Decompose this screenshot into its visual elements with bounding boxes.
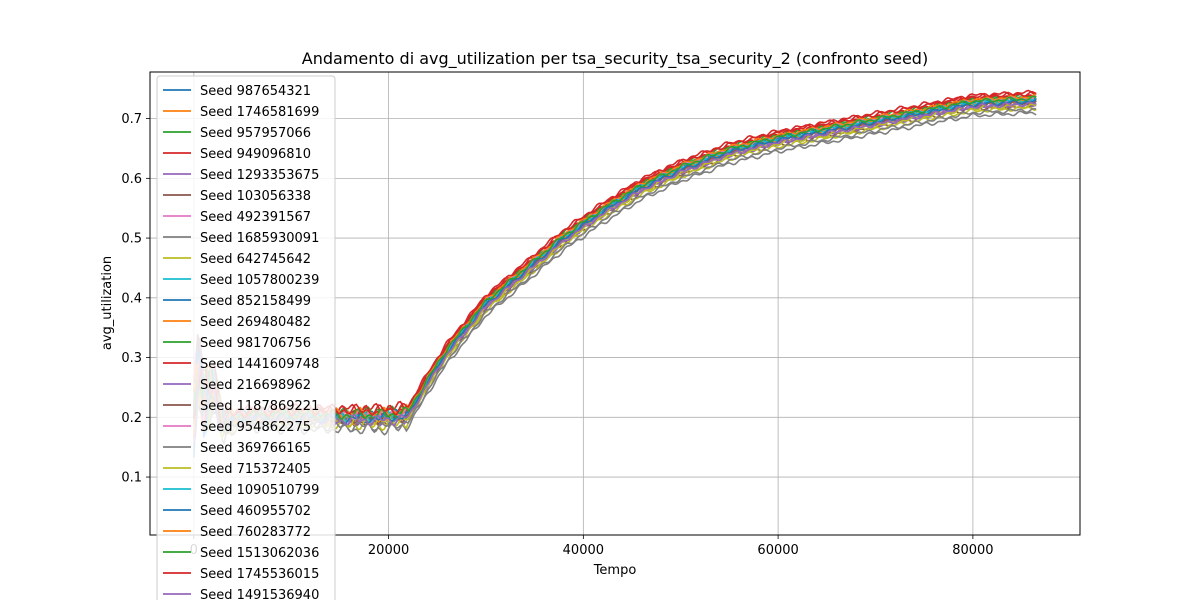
legend-label: Seed 1745536015 <box>200 567 319 582</box>
legend-label: Seed 987654321 <box>200 84 311 99</box>
legend-label: Seed 1090510799 <box>200 483 319 498</box>
y-tick-label: 0.3 <box>121 351 142 366</box>
legend-label: Seed 981706756 <box>200 336 311 351</box>
legend-label: Seed 460955702 <box>200 504 311 519</box>
legend-label: Seed 216698962 <box>200 378 311 393</box>
legend-box <box>156 75 336 600</box>
legend-label: Seed 1746581699 <box>200 105 319 120</box>
plot-frame <box>149 71 1081 536</box>
legend-label: Seed 957957066 <box>200 126 311 141</box>
legend-label: Seed 269480482 <box>200 315 311 330</box>
legend-label: Seed 1491536940 <box>200 588 319 600</box>
legend-label: Seed 852158499 <box>200 294 311 309</box>
x-tick-label: 40000 <box>563 543 604 558</box>
y-tick-label: 0.7 <box>121 112 142 127</box>
y-tick-label: 0.5 <box>121 232 142 247</box>
legend-label: Seed 715372405 <box>200 462 311 477</box>
legend-label: Seed 1293353675 <box>200 168 319 183</box>
legend-label: Seed 492391567 <box>200 210 311 225</box>
x-tick-label: 20000 <box>368 543 409 558</box>
y-axis-ticks: 0.1 0.2 0.3 0.4 0.5 0.6 0.7 <box>121 112 150 486</box>
x-tick-label: 60000 <box>757 543 798 558</box>
legend-label: Seed 760283772 <box>200 525 311 540</box>
legend-label: Seed 1441609748 <box>200 357 319 372</box>
legend-label: Seed 1685930091 <box>200 231 319 246</box>
legend-label: Seed 954862275 <box>200 420 311 435</box>
legend-label: Seed 103056338 <box>200 189 311 204</box>
legend-label: Seed 1187869221 <box>200 399 319 414</box>
y-tick-label: 0.6 <box>121 172 142 187</box>
legend-label: Seed 642745642 <box>200 252 311 267</box>
legend-label: Seed 949096810 <box>200 147 311 162</box>
y-tick-label: 0.2 <box>121 411 142 426</box>
y-axis-label: avg_utilization <box>100 256 115 350</box>
y-tick-label: 0.1 <box>121 471 142 486</box>
legend-label: Seed 369766165 <box>200 441 311 456</box>
x-axis-ticks: 020000400006000080000 <box>190 535 994 558</box>
legend: Seed 987654321 Seed 1746581699 Seed 957957… <box>156 75 336 600</box>
y-tick-label: 0.4 <box>121 291 142 306</box>
chart-title: Andamento di avg_utilization per tsa_sec… <box>302 49 928 69</box>
x-tick-label: 80000 <box>952 543 993 558</box>
x-axis-label: Tempo <box>593 563 637 578</box>
legend-label: Seed 1513062036 <box>200 546 319 561</box>
legend-label: Seed 1057800239 <box>200 273 319 288</box>
